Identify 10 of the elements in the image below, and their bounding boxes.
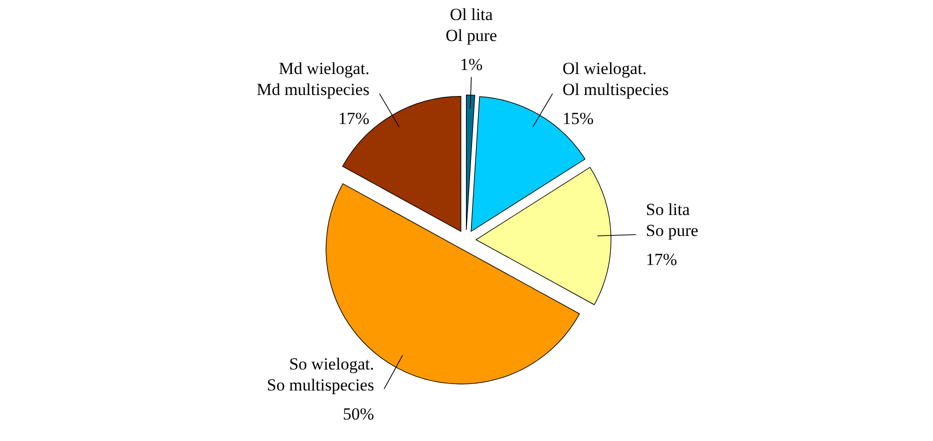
slice-label: Ol lita Ol pure (446, 5, 498, 45)
slice-label: So lita So pure (646, 200, 698, 240)
data-label: 50% (342, 404, 374, 424)
data-label: 17% (646, 250, 678, 270)
slice-label: Md wielogat. Md multispecies (256, 59, 370, 100)
data-label: 15% (562, 109, 594, 128)
slice-label: So wielogat. So multispecies (266, 354, 374, 394)
slice-label: Ol wielogat. Ol multispecies (562, 59, 669, 100)
data-label: 1% (460, 55, 483, 74)
data-label: 17% (338, 109, 370, 128)
